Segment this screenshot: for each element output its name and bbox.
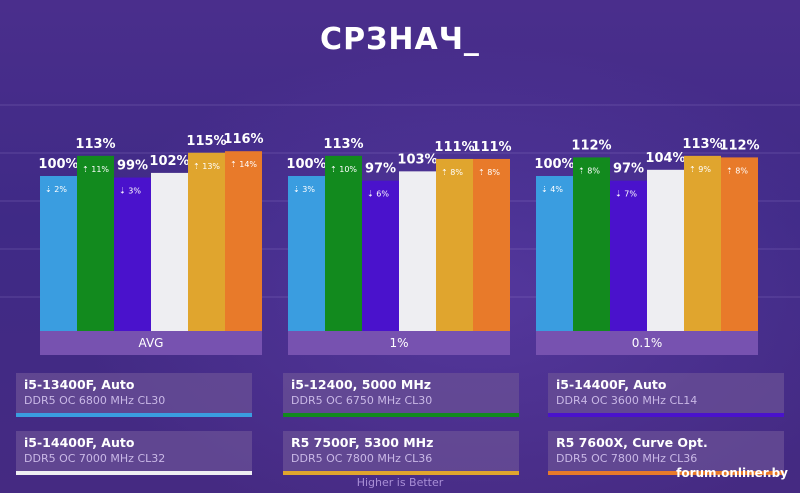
delta-label: ⇣ 3%	[119, 187, 141, 196]
value-label: 112%	[719, 138, 759, 153]
legend-sub: DDR5 OC 7800 MHz CL36	[291, 452, 433, 465]
value-label: 115%	[186, 134, 226, 149]
legend-sub: DDR4 OC 3600 MHz CL14	[556, 394, 698, 407]
legend-name: i5-14400F, Auto	[556, 377, 667, 392]
category-band	[40, 331, 262, 355]
bar-2-0.1%	[573, 157, 610, 331]
delta-label: ⇡ 13%	[193, 162, 220, 171]
delta-label: ⇡ 10%	[330, 165, 357, 174]
legend-name: i5-13400F, Auto	[24, 377, 135, 392]
legend-sub: DDR5 OC 7800 MHz CL36	[556, 452, 698, 465]
value-label: 111%	[471, 140, 511, 155]
legend-item-1: i5-13400F, Auto DDR5 OC 6800 MHz CL30	[16, 373, 252, 417]
category-band	[536, 331, 758, 355]
delta-label: ⇣ 2%	[45, 185, 67, 194]
legend-swatch	[548, 413, 784, 417]
value-label: 103%	[397, 152, 437, 167]
delta-label: ⇡ 8%	[478, 168, 500, 177]
bar-1-1%	[288, 176, 325, 331]
legend-name: i5-12400, 5000 MHz	[291, 377, 432, 392]
category-label: 1%	[389, 336, 408, 350]
bar-2-AVG	[77, 155, 114, 331]
delta-label: ⇡ 8%	[726, 166, 748, 175]
value-label: 97%	[613, 162, 644, 177]
bar-6-1%	[473, 158, 510, 331]
legend-swatch	[548, 471, 784, 475]
legend-swatch	[16, 471, 252, 475]
watermark: forum.onliner.by	[676, 466, 788, 480]
bar-3-AVG	[114, 177, 151, 331]
legend-sub: DDR5 OC 6750 MHz CL30	[291, 394, 433, 407]
category-label: 0.1%	[632, 336, 663, 350]
delta-label: ⇣ 4%	[541, 185, 563, 194]
value-label: 102%	[149, 154, 189, 169]
bar-1-0.1%	[536, 176, 573, 331]
category-band	[288, 331, 510, 355]
value-label: 113%	[75, 137, 115, 152]
legend-name: R5 7600X, Curve Opt.	[556, 435, 708, 450]
legend-swatch	[16, 413, 252, 417]
bar-4-0.1%	[647, 169, 684, 331]
legend-swatch	[283, 471, 519, 475]
delta-label: ⇣ 7%	[615, 190, 637, 199]
legend-item-5: R5 7500F, 5300 MHz DDR5 OC 7800 MHz CL36	[283, 431, 519, 475]
value-label: 112%	[571, 138, 611, 153]
value-label: 97%	[365, 162, 396, 177]
value-label: 116%	[223, 132, 263, 147]
legend-swatch	[283, 413, 519, 417]
value-label: 113%	[323, 137, 363, 152]
bar-6-AVG	[225, 151, 262, 331]
value-label: 111%	[434, 140, 474, 155]
value-label: 104%	[645, 151, 685, 166]
legend-sub: DDR5 OC 7000 MHz CL32	[24, 452, 166, 465]
value-label: 99%	[117, 159, 148, 174]
bar-1-AVG	[40, 176, 77, 331]
value-label: 100%	[38, 157, 78, 172]
legend-item-3: i5-14400F, Auto DDR4 OC 3600 MHz CL14	[548, 373, 784, 417]
delta-label: ⇡ 11%	[82, 165, 109, 174]
bar-2-1%	[325, 155, 362, 331]
legend-name: i5-14400F, Auto	[24, 435, 135, 450]
bar-5-0.1%	[684, 155, 721, 331]
delta-label: ⇡ 8%	[441, 168, 463, 177]
bar-5-AVG	[188, 152, 225, 331]
legend-item-6: R5 7600X, Curve Opt. DDR5 OC 7800 MHz CL…	[548, 431, 784, 475]
delta-label: ⇡ 14%	[230, 160, 257, 169]
value-label: 100%	[534, 157, 574, 172]
bar-3-1%	[362, 180, 399, 331]
bar-4-1%	[399, 171, 436, 331]
bar-3-0.1%	[610, 180, 647, 331]
chart-title: СРЗНАЧ_	[320, 22, 480, 57]
bar-6-0.1%	[721, 157, 758, 331]
legend-sub: DDR5 OC 6800 MHz CL30	[24, 394, 166, 407]
delta-label: ⇣ 6%	[367, 190, 389, 199]
delta-label: ⇡ 9%	[689, 165, 711, 174]
delta-label: ⇣ 3%	[293, 185, 315, 194]
bar-5-1%	[436, 158, 473, 331]
category-label: AVG	[139, 336, 164, 350]
bar-4-AVG	[151, 172, 188, 331]
legend-item-2: i5-12400, 5000 MHz DDR5 OC 6750 MHz CL30	[283, 373, 519, 417]
delta-label: ⇡ 8%	[578, 166, 600, 175]
bar-chart: 100% ⇣ 2% 113% ⇡ 11% 99% ⇣ 3% 102% 115% ⇡ 13% 116…	[0, 104, 800, 355]
legend-item-4: i5-14400F, Auto DDR5 OC 7000 MHz CL32	[16, 431, 252, 475]
value-label: 100%	[286, 157, 326, 172]
legend-name: R5 7500F, 5300 MHz	[291, 435, 434, 450]
footer-note: Higher is Better	[356, 476, 444, 489]
value-label: 113%	[682, 137, 722, 152]
